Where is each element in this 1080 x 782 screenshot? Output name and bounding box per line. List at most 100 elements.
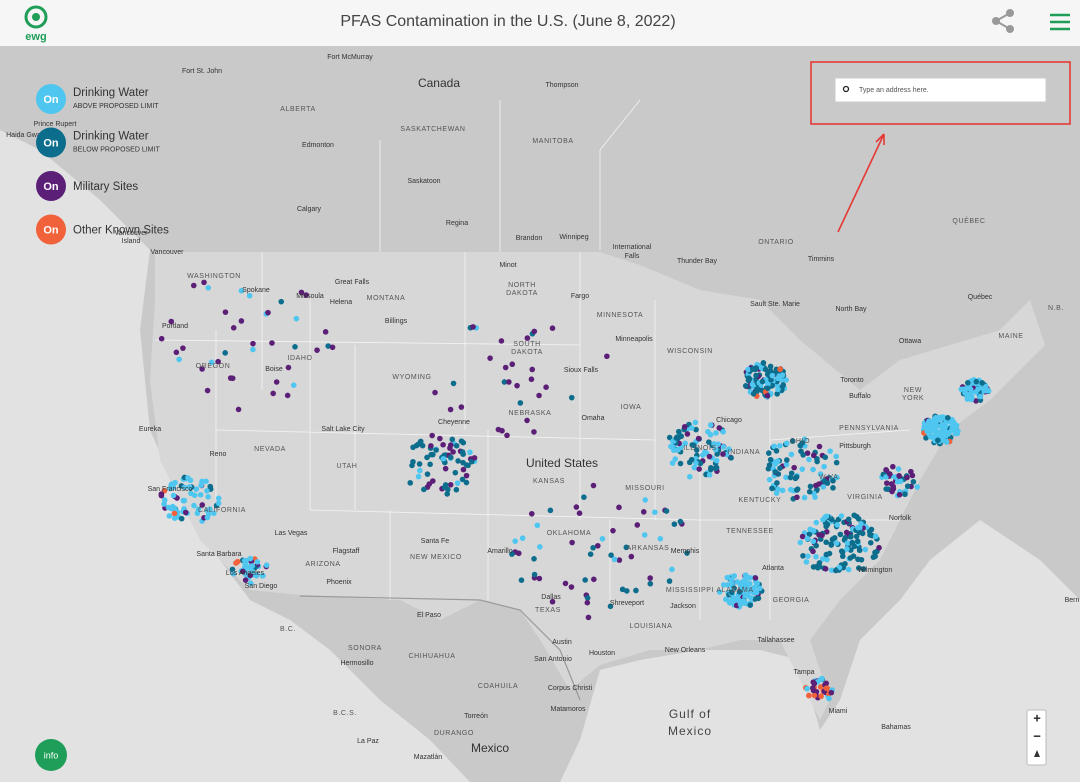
site-dot xyxy=(450,380,457,387)
logo-mark[interactable] xyxy=(24,5,48,29)
legend-toggle[interactable] xyxy=(36,84,66,114)
site-dot xyxy=(924,428,931,435)
site-dot xyxy=(293,315,300,322)
legend-toggle-label[interactable]: On xyxy=(43,137,59,149)
site-dots xyxy=(158,279,992,702)
search-box[interactable] xyxy=(834,77,1047,103)
site-dot xyxy=(765,385,771,392)
site-dot xyxy=(697,460,704,467)
site-dot xyxy=(806,531,813,538)
site-dot xyxy=(773,448,780,454)
site-dot xyxy=(303,292,310,298)
site-dot xyxy=(702,449,708,455)
site-dot xyxy=(845,566,852,573)
zoom-in[interactable]: + xyxy=(1033,710,1041,725)
site-dot xyxy=(935,437,941,444)
site-dot xyxy=(775,375,781,382)
site-dot xyxy=(607,603,614,610)
site-dot xyxy=(509,361,516,368)
site-dot xyxy=(726,446,732,453)
site-dot xyxy=(720,428,726,435)
site-dot xyxy=(889,488,895,495)
map-label-cities: Québec xyxy=(968,294,993,301)
site-dot xyxy=(454,480,461,486)
legend-toggle-label[interactable]: On xyxy=(43,181,59,193)
map-label-regions: NEVADA xyxy=(254,446,286,453)
site-dot xyxy=(453,486,460,493)
map-label-cities: Flagstaff xyxy=(333,548,360,555)
site-dot xyxy=(447,406,454,413)
site-dot xyxy=(849,539,856,546)
site-dot xyxy=(260,572,266,579)
map-label-regions: PENNSYLVANIA xyxy=(839,425,899,432)
info-label[interactable]: info xyxy=(44,750,59,760)
site-dot xyxy=(666,578,673,584)
map-label-cities: Austin xyxy=(552,639,572,646)
legend-toggle-label[interactable]: On xyxy=(43,224,59,236)
map-label-regions: ALBERTA xyxy=(280,106,315,113)
site-dot xyxy=(495,426,502,433)
map-label-cities: Island xyxy=(122,238,141,245)
site-dot xyxy=(193,486,200,492)
site-dot xyxy=(182,509,189,516)
site-dot xyxy=(816,560,823,566)
site-dot xyxy=(453,442,460,449)
site-dot xyxy=(178,515,185,522)
site-dot xyxy=(842,534,849,541)
site-dot xyxy=(444,486,451,493)
map-label-cities: Torreón xyxy=(464,713,488,720)
map-label-regions: UTAH xyxy=(337,463,358,470)
site-dot xyxy=(642,497,649,503)
legend-label: Military Sites xyxy=(73,181,138,193)
site-dot xyxy=(440,455,447,462)
site-dot xyxy=(504,432,510,439)
site-dot xyxy=(531,556,537,562)
map-label-regions: VIRGINIA xyxy=(847,494,883,501)
site-dot xyxy=(712,465,719,472)
map-labels: Canada United States Mexico Gulf of Mexico AL… xyxy=(6,54,1079,761)
search-placeholder[interactable]: Type an address here. xyxy=(859,87,929,94)
legend-toggle[interactable] xyxy=(36,214,66,245)
legend-toggle-label[interactable]: On xyxy=(43,94,59,106)
site-dot xyxy=(783,461,790,468)
logo-text[interactable]: ewg xyxy=(25,31,46,43)
site-dot xyxy=(691,464,698,471)
map-label-cities: Dallas xyxy=(541,594,561,601)
site-dot xyxy=(779,372,786,379)
menu-button[interactable] xyxy=(1050,13,1070,31)
legend-toggle[interactable] xyxy=(36,171,66,201)
site-dot xyxy=(799,533,806,540)
site-dot xyxy=(803,559,810,565)
map-label-cities: Brandon xyxy=(516,235,543,242)
site-dot xyxy=(753,372,759,379)
share-button[interactable] xyxy=(992,9,1014,33)
map-label-cities: Prince Rupert xyxy=(34,121,77,128)
zoom-out[interactable]: − xyxy=(1033,728,1041,743)
legend-toggle[interactable] xyxy=(36,127,66,158)
site-dot xyxy=(587,551,594,558)
map-label-regions: TEXAS xyxy=(535,607,561,614)
map-label-cities: Corpus Christi xyxy=(548,685,593,692)
site-dot xyxy=(531,328,538,335)
site-dot xyxy=(728,455,734,461)
map-label-cities: Chicago xyxy=(716,417,742,424)
site-dot xyxy=(633,587,639,594)
map-label-cities: San Francisco xyxy=(148,486,193,493)
site-dot xyxy=(967,386,974,393)
legend-sublabel: ABOVE PROPOSED LIMIT xyxy=(73,103,159,110)
site-dot xyxy=(805,553,811,559)
site-dot xyxy=(514,382,520,389)
site-dot xyxy=(818,693,824,700)
site-dot xyxy=(715,441,721,447)
site-dot xyxy=(827,448,833,454)
site-dot xyxy=(929,434,935,440)
info-button[interactable] xyxy=(35,739,67,771)
site-dot xyxy=(442,482,449,488)
site-dot xyxy=(652,509,658,516)
site-dot xyxy=(594,542,601,549)
site-dot xyxy=(749,366,756,372)
site-dot xyxy=(822,566,829,572)
header-bar xyxy=(0,0,1080,46)
compass[interactable] xyxy=(1034,750,1040,757)
